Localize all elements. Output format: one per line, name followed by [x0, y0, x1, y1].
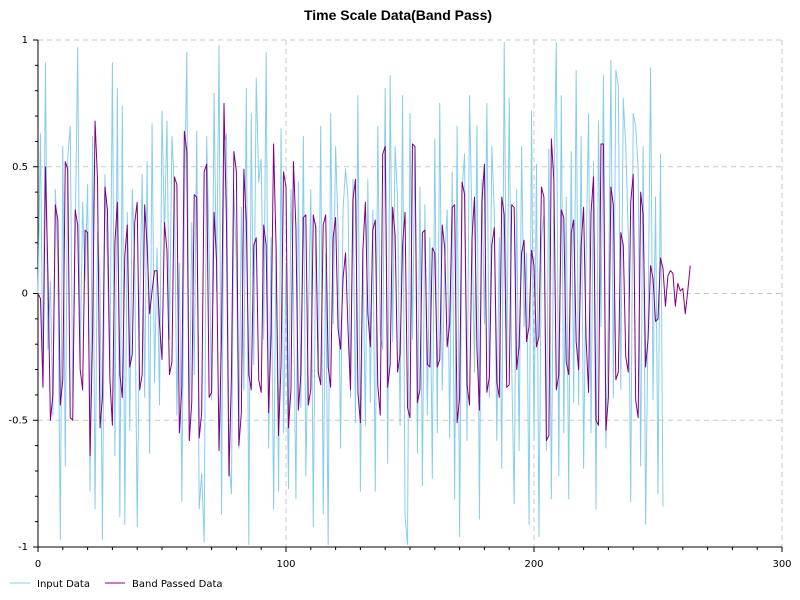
x-tick-label: 100 [276, 559, 295, 570]
series-line-band-passed-data [37, 102, 691, 477]
y-tick-label: -0.5 [8, 415, 28, 426]
legend-label: Band Passed Data [132, 579, 223, 590]
chart-legend: Input Data Band Passed Data [10, 579, 223, 590]
series-lines [37, 42, 691, 545]
y-tick-label: -1 [18, 542, 28, 553]
x-tick-label: 200 [524, 559, 543, 570]
chart-title: Time Scale Data(Band Pass) [304, 7, 492, 23]
x-tick-label: 300 [772, 559, 791, 570]
tick-labels: -1 -0.5 0 0.5 1 0 100 200 300 [8, 35, 791, 570]
series-line-input-data [37, 42, 664, 545]
x-tick-label: 0 [35, 559, 41, 570]
y-tick-label: 0 [22, 289, 28, 300]
y-tick-label: 0.5 [12, 162, 28, 173]
legend-label: Input Data [37, 579, 90, 590]
y-tick-label: 1 [22, 35, 28, 46]
